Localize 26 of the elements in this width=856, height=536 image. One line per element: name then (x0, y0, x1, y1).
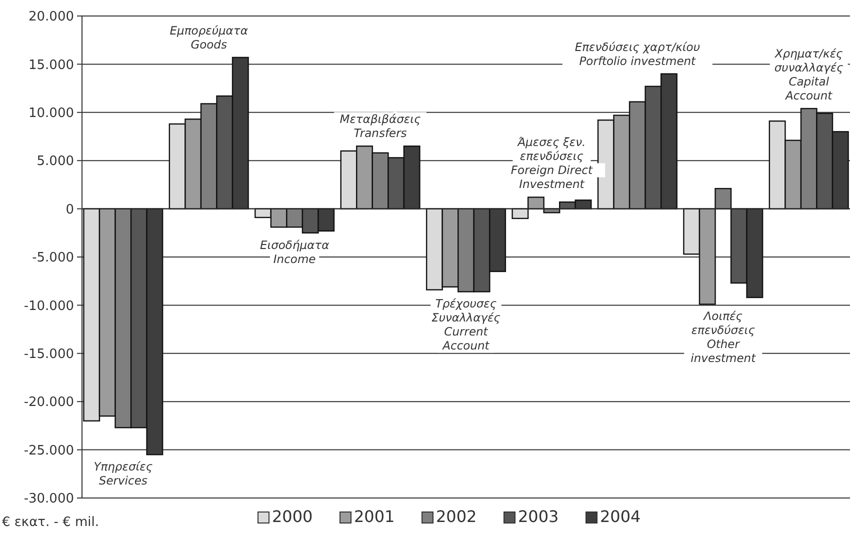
annotation: Επενδύσεις χαρτ/κίου Porftolio investment (574, 40, 700, 68)
legend-label: 2001 (354, 507, 395, 526)
annotation: Υπηρεσίες Services (94, 460, 153, 488)
legend-label: 2002 (436, 507, 477, 526)
y-tick-label: 0 (66, 202, 74, 218)
y-tick-label: -5.000 (32, 250, 74, 266)
annotation: Χρηματ/κές συναλλαγές Capital Account (774, 46, 844, 103)
legend-label: 2003 (518, 507, 559, 526)
y-tick-label: 10.000 (28, 106, 74, 121)
y-tick-label: 20.000 (28, 10, 74, 25)
y-tick-label: -30.000 (24, 492, 74, 507)
annotation: Μεταβιβάσεις Transfers (340, 112, 421, 140)
legend-label: 2000 (272, 507, 313, 526)
y-tick-label: 15.000 (28, 58, 74, 73)
annotation: Τρέχουσες Συναλλαγές Current Account (432, 296, 501, 353)
annotation: Εισοδήματα Income (260, 238, 330, 266)
legend-label: 2004 (600, 507, 641, 526)
y-tick-label: -25.000 (24, 443, 74, 458)
y-tick-label: -10.000 (24, 298, 74, 314)
y-axis-title: € εκατ. - € mil. (2, 515, 99, 530)
annotation: Λοιπές επενδύσεις Other investment (690, 309, 756, 366)
annotation: Άμεσες ξεν. επενδύσεις Foreign Direct Investment (510, 135, 593, 192)
y-tick-label: 5.000 (36, 154, 74, 170)
y-tick-label: -20.000 (24, 395, 74, 410)
y-tick-label: -15.000 (24, 346, 74, 362)
annotation: Εμπορεύματα Goods (170, 23, 248, 52)
